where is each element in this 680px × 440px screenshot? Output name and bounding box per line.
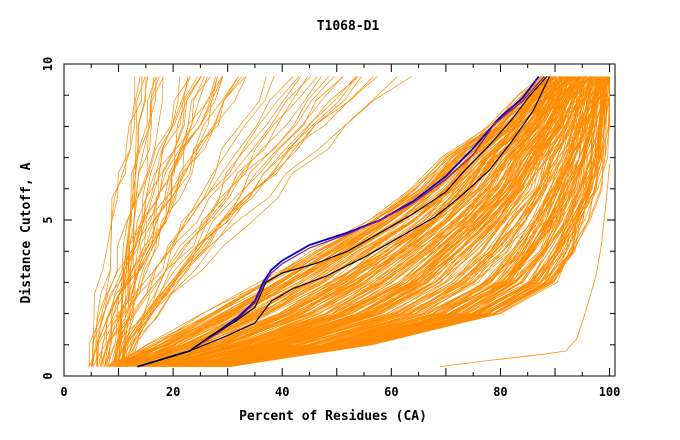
- model-line: [163, 76, 573, 367]
- model-line: [163, 76, 571, 367]
- model-line: [146, 76, 565, 367]
- x-tick-label: 0: [60, 385, 67, 399]
- model-line: [123, 76, 557, 367]
- model-line: [156, 76, 570, 367]
- model-line: [217, 76, 607, 367]
- x-axis-label: Percent of Residues (CA): [239, 409, 427, 424]
- model-line: [107, 76, 223, 367]
- model-line: [129, 76, 308, 367]
- model-line: [124, 76, 211, 367]
- model-line: [108, 76, 198, 367]
- x-tick-label: 100: [599, 385, 621, 399]
- model-line: [110, 76, 398, 367]
- model-line: [215, 76, 607, 367]
- model-line: [88, 76, 223, 367]
- model-line: [110, 76, 164, 367]
- model-line: [120, 76, 202, 367]
- model-line: [210, 76, 603, 367]
- model-line: [230, 76, 610, 367]
- series-line-1: [137, 75, 540, 368]
- model-line: [197, 76, 591, 367]
- model-line: [218, 76, 609, 367]
- model-line: [165, 76, 579, 367]
- model-line: [149, 76, 572, 367]
- model-line: [92, 76, 246, 367]
- model-line: [120, 76, 275, 367]
- model-line: [144, 76, 566, 367]
- model-line: [136, 76, 556, 367]
- model-line: [136, 76, 566, 367]
- plot-area: [88, 75, 610, 368]
- x-tick-label: 80: [493, 385, 507, 399]
- model-line: [92, 76, 143, 367]
- model-line: [194, 76, 600, 367]
- model-line: [98, 76, 224, 367]
- y-tick-label: 5: [41, 216, 55, 223]
- model-line: [92, 76, 141, 367]
- model-line: [176, 76, 581, 367]
- y-axis-label: Distance Cutoff, A: [19, 162, 34, 303]
- model-line: [99, 76, 312, 367]
- model-line: [202, 76, 597, 367]
- y-tick-label: 0: [41, 372, 55, 379]
- model-line: [175, 76, 582, 367]
- model-line: [161, 76, 568, 367]
- series-line-4: [137, 76, 551, 368]
- model-line: [151, 76, 569, 367]
- x-tick-label: 60: [384, 385, 398, 399]
- model-line: [127, 76, 357, 367]
- model-line: [183, 76, 588, 367]
- model-line: [153, 76, 565, 367]
- model-line: [108, 76, 357, 367]
- model-line: [172, 76, 581, 367]
- axis-ticks: 0 20 40 60 80 100 0 5 10: [41, 57, 620, 399]
- model-line: [117, 76, 157, 367]
- model-line: [210, 76, 602, 367]
- model-line: [149, 76, 560, 367]
- model-line: [115, 76, 545, 367]
- series-line-0: [440, 163, 610, 367]
- model-line: [190, 76, 587, 367]
- model-line: [117, 76, 344, 367]
- model-line: [137, 76, 567, 367]
- x-tick-label: 20: [166, 385, 180, 399]
- model-line: [182, 76, 584, 367]
- model-line: [205, 76, 597, 367]
- model-line: [191, 76, 592, 367]
- model-line: [120, 76, 318, 367]
- model-line: [225, 76, 606, 367]
- model-line: [229, 76, 607, 367]
- model-line: [211, 76, 598, 367]
- model-line: [113, 76, 267, 367]
- model-line: [186, 76, 586, 367]
- model-line: [122, 76, 302, 367]
- model-line: [91, 76, 191, 367]
- model-line: [88, 76, 239, 367]
- x-tick-label: 40: [275, 385, 289, 399]
- model-line: [199, 76, 594, 367]
- model-line: [184, 76, 582, 367]
- model-line: [220, 76, 606, 367]
- model-line: [95, 76, 189, 367]
- y-tick-label: 10: [41, 57, 55, 71]
- model-line: [218, 76, 610, 367]
- model-line: [119, 76, 557, 367]
- model-line: [209, 76, 602, 367]
- model-line: [154, 76, 568, 367]
- model-line: [97, 76, 201, 367]
- model-line: [136, 76, 565, 367]
- chart-title: T1068-D1: [317, 19, 380, 34]
- model-line: [115, 76, 155, 367]
- series-line-3: [137, 76, 548, 368]
- model-line: [213, 76, 608, 367]
- model-line: [131, 76, 554, 367]
- model-line: [125, 76, 343, 367]
- model-line: [123, 76, 181, 367]
- model-line: [210, 76, 602, 367]
